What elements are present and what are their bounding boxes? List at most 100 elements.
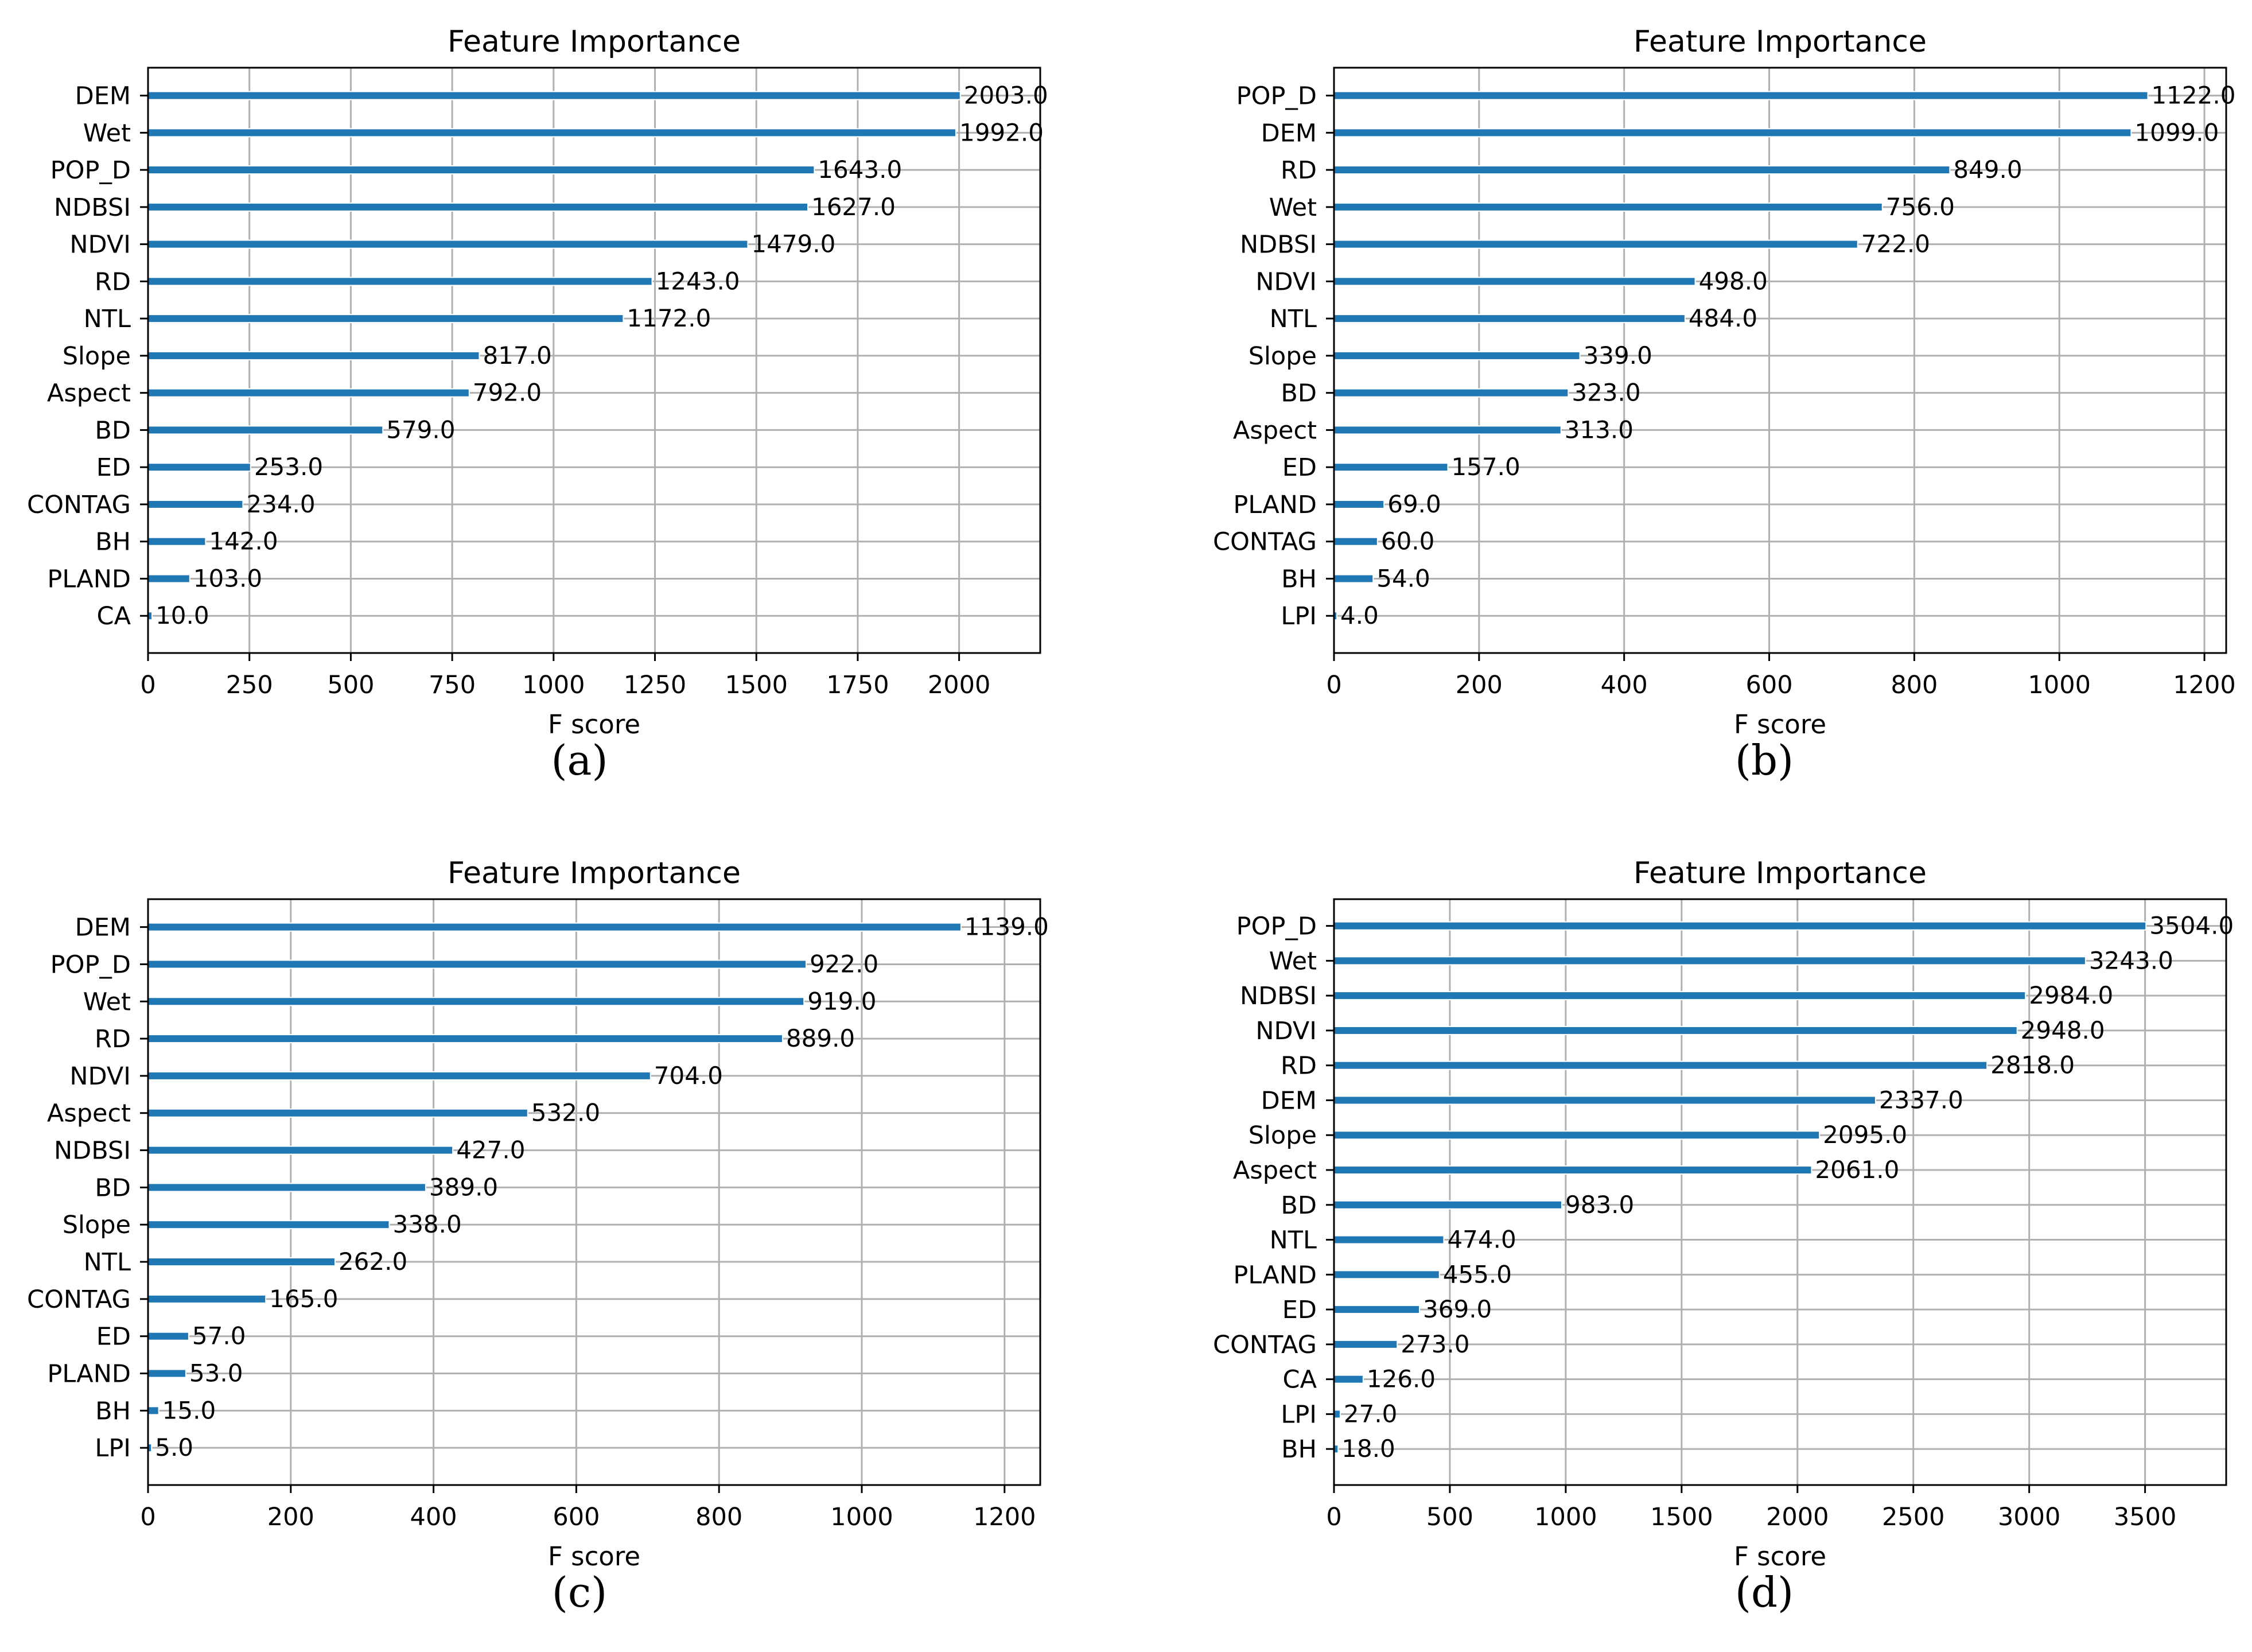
y-tick-label: NDBSI	[54, 1137, 131, 1165]
y-tick-label: Slope	[1248, 1121, 1317, 1150]
chart-panel-a: 2003.0 DEM 1992.0 Wet 1643.0 POP_D 1627.0 NDBSI…	[27, 25, 1048, 784]
y-tick-label: PLAND	[47, 1360, 131, 1389]
data-label: 983.0	[1565, 1191, 1634, 1219]
bar-wet	[1333, 202, 1883, 212]
data-label: 57.0	[192, 1322, 246, 1350]
bar-aspect	[1333, 425, 1562, 435]
bar-lpi	[1333, 1409, 1341, 1419]
y-tick-label: PLAND	[1233, 491, 1317, 519]
data-label: 142.0	[209, 527, 278, 555]
data-label: 338.0	[392, 1210, 461, 1238]
bar-pop-d	[1333, 921, 2147, 931]
data-label: 5.0	[155, 1433, 193, 1461]
data-label: 126.0	[1367, 1365, 1436, 1393]
bar-slope	[147, 351, 480, 360]
y-tick-label: DEM	[1261, 119, 1317, 147]
bar-contag	[147, 1294, 267, 1304]
bar-ca	[1333, 1374, 1364, 1384]
bar-ndbsi	[1333, 239, 1858, 249]
y-tick-label: POP_D	[50, 950, 131, 979]
bar-slope	[147, 1220, 390, 1230]
y-tick-label: Wet	[83, 988, 131, 1016]
x-tick-label: 1500	[1650, 1503, 1713, 1531]
data-label: 2948.0	[2021, 1016, 2105, 1044]
data-label: 1099.0	[2134, 118, 2219, 146]
y-tick-label: BD	[1281, 379, 1317, 408]
data-label: 1139.0	[964, 913, 1049, 941]
data-label: 849.0	[1953, 156, 2022, 184]
y-tick-label: Wet	[1269, 193, 1317, 222]
y-tick-label: NTL	[1270, 305, 1317, 333]
x-tick-label: 1000	[522, 671, 585, 699]
y-tick-label: DEM	[1261, 1086, 1317, 1115]
bar-rd	[1333, 1060, 1988, 1070]
bar-dem	[1333, 128, 2132, 138]
data-label: 1243.0	[656, 267, 740, 295]
bar-slope	[1333, 351, 1581, 360]
bar-wet	[147, 128, 956, 138]
bar-ed	[1333, 1305, 1421, 1315]
data-label: 15.0	[162, 1396, 216, 1424]
bar-ntl	[147, 1257, 336, 1267]
data-label: 3243.0	[2089, 946, 2173, 974]
bar-rd	[147, 1034, 783, 1044]
x-tick-label: 750	[429, 671, 476, 699]
data-label: 253.0	[254, 453, 323, 481]
data-label: 273.0	[1401, 1330, 1469, 1358]
bar-dem	[147, 922, 962, 932]
bar-slope	[1333, 1130, 1821, 1140]
x-tick-label: 0	[140, 1503, 155, 1531]
x-axis-label: F score	[1734, 709, 1826, 740]
y-tick-label: NDBSI	[1240, 982, 1317, 1010]
data-label: 69.0	[1387, 490, 1441, 518]
y-tick-label: NDVI	[1255, 1017, 1317, 1045]
y-tick-label: LPI	[1281, 1400, 1317, 1429]
bar-aspect	[147, 1108, 528, 1118]
data-label: 323.0	[1572, 379, 1640, 407]
data-label: 339.0	[1584, 341, 1652, 370]
data-label: 919.0	[807, 987, 876, 1015]
data-label: 922.0	[810, 950, 878, 978]
y-tick-label: DEM	[75, 82, 131, 111]
bar-ndvi	[147, 1071, 651, 1080]
x-axis-label: F score	[1734, 1541, 1826, 1572]
bar-aspect	[147, 388, 470, 398]
y-tick-label: BH	[95, 528, 131, 557]
bar-ed	[147, 462, 251, 472]
y-tick-label: NDVI	[1255, 267, 1317, 296]
x-tick-label: 2000	[928, 671, 990, 699]
y-tick-label: POP_D	[1236, 82, 1317, 111]
bar-rd	[147, 277, 653, 286]
bar-bd	[1333, 1200, 1563, 1210]
chart-title: Feature Importance	[448, 856, 741, 891]
bar-contag	[1333, 1339, 1398, 1349]
data-label: 1122.0	[2151, 81, 2235, 110]
data-label: 455.0	[1443, 1260, 1512, 1288]
data-label: 4.0	[1340, 601, 1379, 629]
chart-title: Feature Importance	[1633, 856, 1927, 891]
y-tick-label: Aspect	[47, 1099, 131, 1128]
data-label: 18.0	[1341, 1435, 1395, 1463]
x-tick-label: 500	[1426, 1503, 1473, 1531]
data-label: 2061.0	[1815, 1156, 1899, 1184]
bar-wet	[1333, 956, 2086, 966]
y-tick-label: BD	[95, 1173, 131, 1202]
x-axis-label: F score	[548, 709, 640, 740]
bar-ntl	[1333, 314, 1686, 324]
y-tick-label: NTL	[1270, 1226, 1317, 1255]
data-label: 2984.0	[2029, 981, 2113, 1009]
y-tick-label: Slope	[1248, 342, 1317, 371]
bar-ndbsi	[147, 1145, 454, 1155]
chart-panel-b: 1122.0 POP_D 1099.0 DEM 849.0 RD 756.0 Wet 722.0…	[1213, 25, 2236, 784]
x-tick-label: 1200	[973, 1503, 1036, 1531]
bar-bd	[147, 1183, 426, 1192]
data-label: 3504.0	[2149, 912, 2234, 940]
y-tick-label: BH	[1281, 1435, 1317, 1464]
data-label: 2337.0	[1879, 1086, 1963, 1114]
y-tick-label: CONTAG	[27, 1285, 131, 1314]
bar-dem	[147, 91, 961, 100]
y-tick-label: RD	[1281, 156, 1317, 185]
x-tick-label: 200	[1456, 671, 1503, 699]
bar-aspect	[1333, 1165, 1813, 1175]
data-label: 1479.0	[751, 230, 835, 258]
